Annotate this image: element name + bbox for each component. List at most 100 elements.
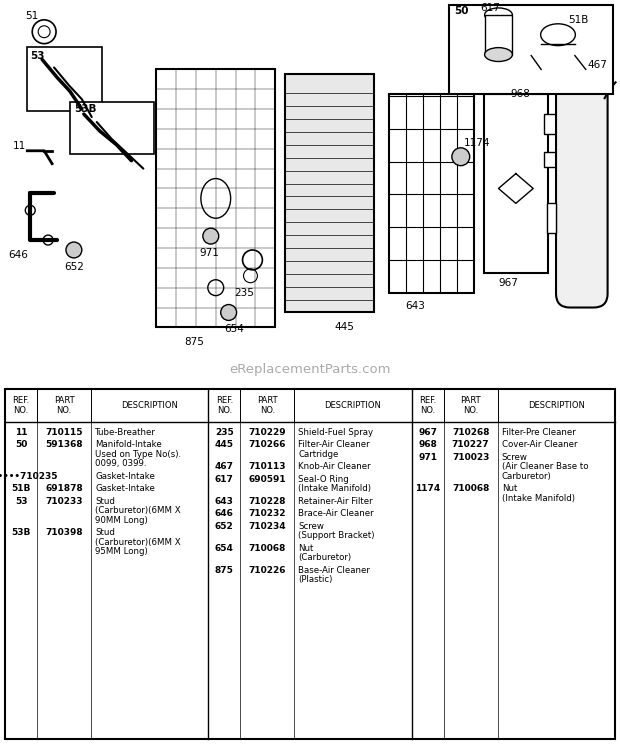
- Circle shape: [221, 304, 237, 321]
- Text: (Support Bracket): (Support Bracket): [298, 531, 375, 540]
- Text: Carburetor): Carburetor): [502, 472, 551, 481]
- Bar: [156, 69, 275, 327]
- Text: 710234: 710234: [249, 522, 286, 531]
- Text: 710023: 710023: [452, 453, 489, 462]
- Text: 11: 11: [15, 428, 27, 437]
- Text: 710226: 710226: [249, 566, 286, 575]
- Text: 643: 643: [215, 497, 234, 506]
- Text: Stud: Stud: [95, 528, 115, 537]
- Text: Stud: Stud: [95, 497, 115, 506]
- Text: 710229: 710229: [249, 428, 286, 437]
- Text: 50: 50: [454, 6, 469, 16]
- Ellipse shape: [485, 8, 512, 22]
- Text: (Carburetor)(6MM X: (Carburetor)(6MM X: [95, 507, 180, 516]
- Text: 467: 467: [588, 60, 608, 71]
- Circle shape: [66, 242, 82, 258]
- Text: REF.
NO.: REF. NO.: [419, 396, 436, 415]
- Text: (Carburetor): (Carburetor): [298, 554, 352, 562]
- Text: 646: 646: [9, 250, 29, 260]
- Text: 710113: 710113: [249, 463, 286, 472]
- Bar: [547, 203, 556, 233]
- Circle shape: [203, 228, 219, 244]
- Text: Gasket-Intake: Gasket-Intake: [95, 472, 155, 481]
- Bar: [27, 47, 102, 111]
- Text: PART
NO.: PART NO.: [257, 396, 278, 415]
- Text: 51B: 51B: [569, 15, 589, 25]
- Text: 967: 967: [418, 428, 437, 437]
- Text: 710068: 710068: [249, 544, 286, 553]
- Text: 0099, 0399.: 0099, 0399.: [95, 459, 146, 469]
- Text: PART
NO.: PART NO.: [461, 396, 481, 415]
- Text: (Air Cleaner Base to: (Air Cleaner Base to: [502, 463, 588, 472]
- Text: 710115: 710115: [45, 428, 82, 437]
- Text: 1174: 1174: [415, 484, 440, 493]
- Text: 445: 445: [335, 322, 355, 333]
- Text: 710228: 710228: [249, 497, 286, 506]
- Text: 967: 967: [498, 278, 518, 288]
- Text: 235: 235: [234, 288, 254, 298]
- Text: 90MM Long): 90MM Long): [95, 516, 148, 525]
- Text: 710268: 710268: [452, 428, 489, 437]
- Text: DESCRIPTION: DESCRIPTION: [528, 401, 585, 410]
- Text: 710233: 710233: [45, 497, 82, 506]
- Text: Tube-Breather: Tube-Breather: [95, 428, 156, 437]
- Text: 53B: 53B: [74, 104, 97, 114]
- Text: (Intake Manifold): (Intake Manifold): [502, 494, 575, 503]
- Text: 690591: 690591: [249, 475, 286, 484]
- Text: 51: 51: [25, 11, 39, 21]
- Text: 643: 643: [405, 301, 425, 310]
- Text: REF.
NO.: REF. NO.: [216, 396, 233, 415]
- Text: Screw: Screw: [298, 522, 324, 531]
- Text: DESCRIPTION: DESCRIPTION: [122, 401, 178, 410]
- Text: 445: 445: [215, 440, 234, 449]
- Text: 971: 971: [418, 453, 437, 462]
- Text: 710232: 710232: [249, 510, 286, 519]
- Circle shape: [452, 148, 470, 166]
- Text: (Intake Manifold): (Intake Manifold): [298, 484, 371, 493]
- Bar: [544, 152, 556, 167]
- Text: eReplacementParts.com: eReplacementParts.com: [229, 362, 391, 376]
- Text: Nut: Nut: [298, 544, 314, 553]
- Text: 235: 235: [215, 428, 234, 437]
- Text: REF.
NO.: REF. NO.: [12, 396, 30, 415]
- Text: 654: 654: [215, 544, 234, 553]
- Text: 875: 875: [184, 337, 204, 347]
- Text: 95MM Long): 95MM Long): [95, 548, 148, 557]
- Text: Used on Type No(s).: Used on Type No(s).: [95, 450, 181, 459]
- Text: 50: 50: [15, 440, 27, 449]
- Bar: [449, 5, 613, 94]
- Text: Nut: Nut: [502, 484, 517, 493]
- Text: Cover-Air Cleaner: Cover-Air Cleaner: [502, 440, 577, 449]
- Text: Knob-Air Cleaner: Knob-Air Cleaner: [298, 463, 371, 472]
- Text: 710227: 710227: [452, 440, 489, 449]
- Text: Cartridge: Cartridge: [298, 450, 339, 459]
- Text: 467: 467: [215, 463, 234, 472]
- Text: Filter-Pre Cleaner: Filter-Pre Cleaner: [502, 428, 575, 437]
- Text: Screw: Screw: [502, 453, 528, 462]
- Text: Gasket-Intake: Gasket-Intake: [95, 484, 155, 493]
- Text: Filter-Air Cleaner: Filter-Air Cleaner: [298, 440, 370, 449]
- Bar: [484, 94, 548, 273]
- Text: 968: 968: [510, 89, 530, 99]
- Text: 53: 53: [15, 497, 27, 506]
- Text: 710266: 710266: [249, 440, 286, 449]
- Bar: [485, 15, 512, 54]
- Bar: [544, 114, 556, 134]
- Text: 11: 11: [13, 141, 26, 151]
- Text: 710398: 710398: [45, 528, 83, 537]
- Text: Seal-O Ring: Seal-O Ring: [298, 475, 349, 484]
- Bar: [389, 94, 474, 292]
- Text: DESCRIPTION: DESCRIPTION: [324, 401, 381, 410]
- Text: 968: 968: [418, 440, 437, 449]
- Text: 591368: 591368: [45, 440, 83, 449]
- Text: Brace-Air Cleaner: Brace-Air Cleaner: [298, 510, 374, 519]
- Bar: [285, 74, 374, 312]
- Text: 654: 654: [224, 324, 244, 334]
- Ellipse shape: [485, 48, 512, 62]
- Text: 617: 617: [215, 475, 234, 484]
- Text: 875: 875: [215, 566, 234, 575]
- Text: 710068: 710068: [452, 484, 489, 493]
- Text: PART
NO.: PART NO.: [54, 396, 74, 415]
- FancyBboxPatch shape: [556, 80, 608, 307]
- Text: 51••••710235: 51••••710235: [0, 472, 57, 481]
